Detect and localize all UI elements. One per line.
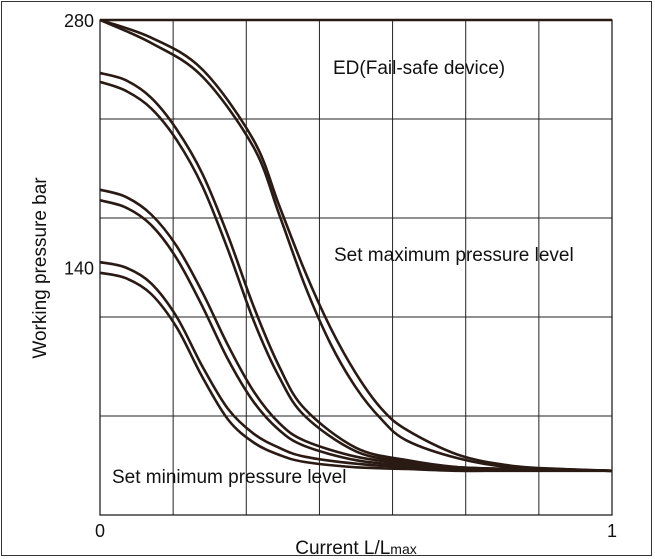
grid-lines [100, 20, 612, 515]
x-tick-label: 1 [607, 521, 617, 541]
x-axis-label-subscript: max [390, 541, 416, 557]
series-line-7 [99, 199, 613, 473]
series-line-9 [99, 271, 612, 473]
y-tick-label: 280 [64, 11, 94, 31]
series-line-6 [99, 188, 613, 473]
series-line-8 [99, 260, 613, 473]
series-line-2 [99, 18, 613, 473]
x-axis-label-main: Current L/L [295, 538, 390, 559]
annotation-min-pressure: Set minimum pressure level [112, 467, 346, 488]
y-tick-label: 140 [64, 259, 94, 279]
series-line-4 [99, 71, 613, 473]
tick-labels: 280 140 0 1 [64, 11, 617, 541]
x-axis-label: Current L/Lmax [295, 538, 417, 559]
series-line-5 [99, 80, 613, 473]
series-line-3 [99, 18, 613, 473]
x-tick-label: 0 [95, 521, 105, 541]
y-axis-label: Working pressure bar [30, 177, 51, 359]
annotation-ed-fail-safe: ED(Fail-safe device) [333, 58, 505, 79]
series-group [99, 18, 613, 473]
annotation-max-pressure: Set maximum pressure level [334, 245, 574, 266]
plot-area-border [99, 19, 613, 516]
